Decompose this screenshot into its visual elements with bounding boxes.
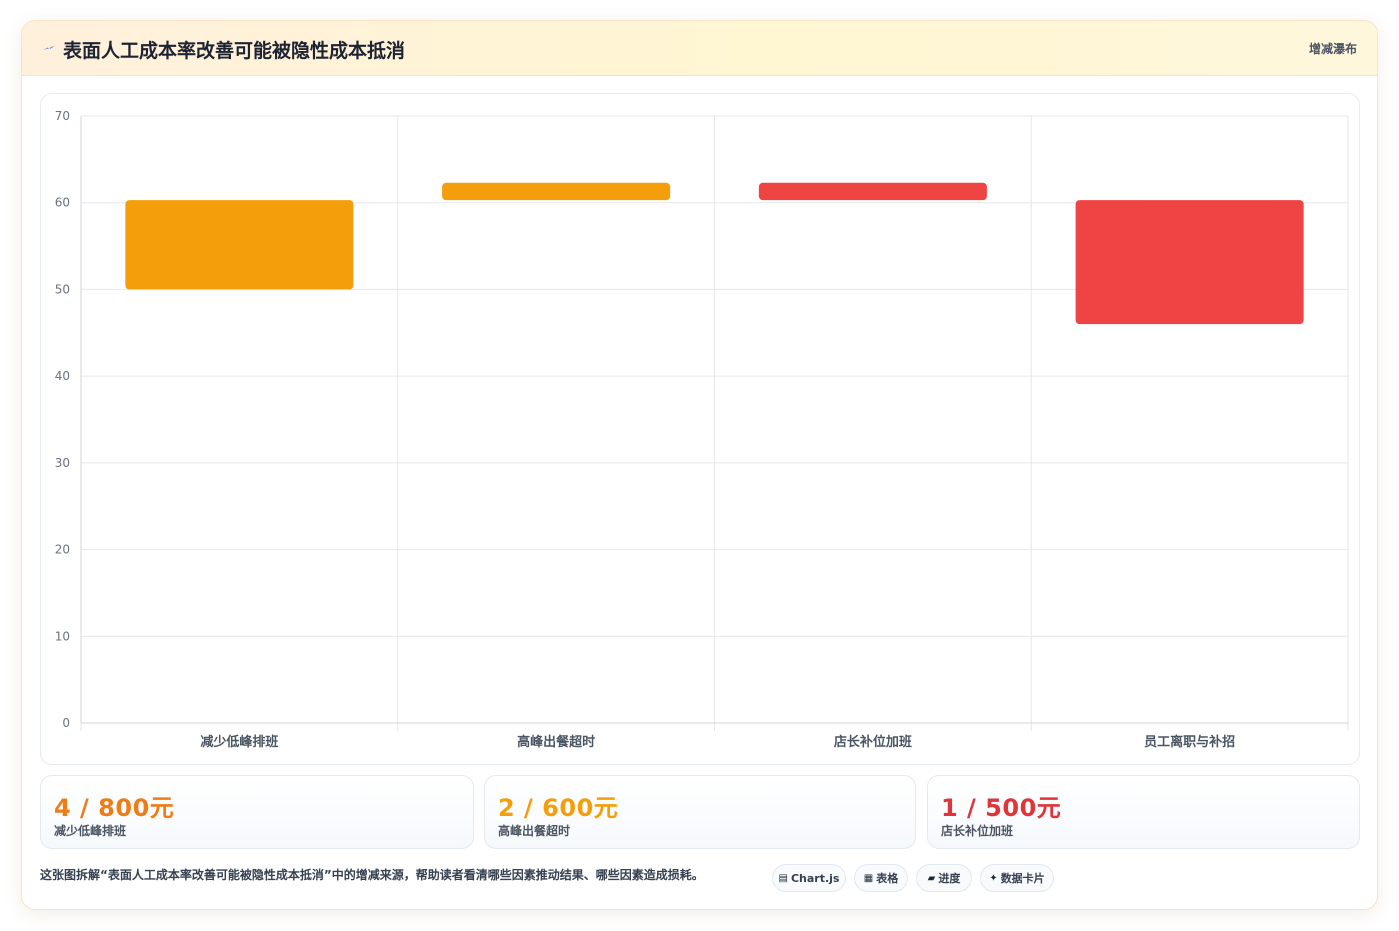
x-category-label: 减少低峰排班 — [200, 734, 278, 750]
chip-label: 数据卡片 — [1000, 872, 1045, 885]
progress-icon: ▰ — [927, 872, 936, 884]
waterfall-bar — [1075, 200, 1304, 325]
chip-label: 进度 — [938, 872, 961, 885]
chip-chartjs[interactable]: ▤ Chart.js — [772, 864, 846, 892]
waterfall-bar — [758, 182, 987, 201]
y-tick-label: 40 — [55, 369, 70, 383]
stat-card-peak-overtime: 2 / 600元 高峰出餐超时 — [484, 775, 916, 849]
stat-card-manager-overtime: 1 / 500元 店长补位加班 — [927, 775, 1360, 849]
chip-label: Chart.js — [790, 871, 840, 885]
stat-label: 高峰出餐超时 — [498, 824, 571, 838]
chip-progress[interactable]: ▰ 进度 — [916, 864, 972, 892]
stat-label: 店长补位加班 — [941, 824, 1014, 838]
stat-value: 4 / 800元 — [54, 794, 175, 822]
chip-table[interactable]: ▦ 表格 — [854, 864, 908, 892]
waterfall-bar — [125, 200, 354, 290]
y-tick-label: 50 — [55, 282, 70, 296]
y-tick-label: 10 — [55, 629, 70, 643]
stat-card-reduce-offpeak: 4 / 800元 减少低峰排班 — [40, 775, 474, 849]
x-category-label: 店长补位加班 — [834, 734, 912, 750]
table-icon: ▦ — [863, 872, 874, 884]
stat-label: 减少低峰排班 — [54, 824, 127, 838]
chart-icon: ▤ — [778, 872, 788, 884]
chart-type-badge: 增减瀑布 — [1308, 42, 1357, 56]
x-category-label: 员工离职与补招 — [1144, 734, 1235, 750]
chip-data-cards[interactable]: ✦ 数据卡片 — [980, 864, 1054, 892]
page-title: 表面人工成本率改善可能被隐性成本抵消 — [63, 40, 406, 62]
x-category-label: 高峰出餐超时 — [517, 734, 595, 750]
card-header: 表面人工成本率改善可能被隐性成本抵消 增减瀑布 — [22, 21, 1377, 76]
stat-value: 1 / 500元 — [941, 794, 1062, 822]
chip-label: 表格 — [876, 872, 899, 885]
y-tick-label: 0 — [62, 716, 70, 730]
stat-value: 2 / 600元 — [498, 794, 619, 822]
y-tick-label: 60 — [55, 196, 70, 210]
chart-card: 表面人工成本率改善可能被隐性成本抵消 增减瀑布 0 10 20 30 40 50 60 70 减… — [21, 20, 1378, 910]
chart-description: 这张图拆解“表面人工成本率改善可能被隐性成本抵消”中的增减来源，帮助读者看清哪些… — [40, 868, 704, 882]
y-tick-label: 30 — [55, 456, 70, 470]
y-tick-label: 70 — [55, 109, 70, 123]
y-tick-label: 20 — [55, 543, 70, 557]
lightning-icon — [43, 45, 55, 50]
waterfall-bar — [442, 182, 671, 201]
chart-panel: 0 10 20 30 40 50 60 70 减少低峰排班 高峰出餐超时 店长补位加班 员工离职与补招 — [40, 93, 1360, 765]
waterfall-chart: 0 10 20 30 40 50 60 70 减少低峰排班 高峰出餐超时 店长补位加班 员工离职与补招 — [55, 109, 1349, 750]
sparkle-icon: ✦ — [989, 872, 998, 884]
